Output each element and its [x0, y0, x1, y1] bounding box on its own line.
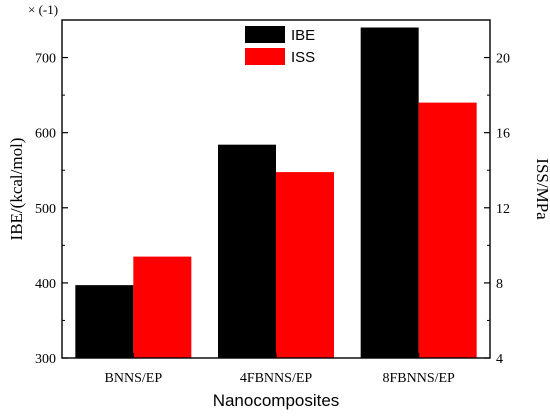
legend-swatch-iss — [245, 48, 285, 65]
bar-ibe-3 — [360, 27, 419, 359]
bar-ibe-1 — [75, 285, 134, 358]
bar-iss-2 — [276, 172, 334, 358]
right-tick-label-4: 16 — [496, 127, 510, 142]
right-tick-label-3: 12 — [496, 202, 510, 217]
y-axis-label-right: ISS/MPa — [533, 158, 550, 220]
x-axis: BNNS/EP 4FBNNS/EP 8FBNNS/EP — [105, 353, 455, 386]
right-axis: 4 8 12 16 20 — [484, 52, 510, 367]
bar-ibe-2 — [218, 144, 276, 358]
right-tick-label-5: 20 — [496, 52, 510, 67]
bar-iss-1 — [133, 256, 192, 358]
right-tick-label-2: 8 — [496, 277, 503, 292]
left-tick-label-4: 600 — [35, 127, 56, 142]
x-tick-label-2: 4FBNNS/EP — [240, 371, 313, 386]
y-axis-label: IBE/(kcal/mol) — [7, 138, 26, 241]
left-axis: 300 400 500 600 700 — [35, 52, 68, 367]
bar-iss-3 — [418, 102, 477, 358]
right-tick-label-1: 4 — [496, 352, 503, 367]
x-tick-label-1: BNNS/EP — [105, 371, 163, 386]
left-tick-label-1: 300 — [35, 352, 56, 367]
x-axis-label: Nanocomposites — [213, 391, 340, 410]
left-tick-label-2: 400 — [35, 277, 56, 292]
bars-layer — [75, 27, 477, 359]
legend-swatch-ibe — [245, 26, 285, 43]
x-tick-label-3: 8FBNNS/EP — [382, 371, 455, 386]
legend-label-iss: ISS — [291, 49, 315, 66]
left-tick-label-5: 700 — [35, 52, 56, 67]
left-tick-label-3: 500 — [35, 202, 56, 217]
axis-multiplier-label: × (-1) — [28, 2, 58, 17]
legend-label-ibe: IBE — [291, 27, 315, 44]
legend: IBE ISS — [245, 26, 315, 66]
